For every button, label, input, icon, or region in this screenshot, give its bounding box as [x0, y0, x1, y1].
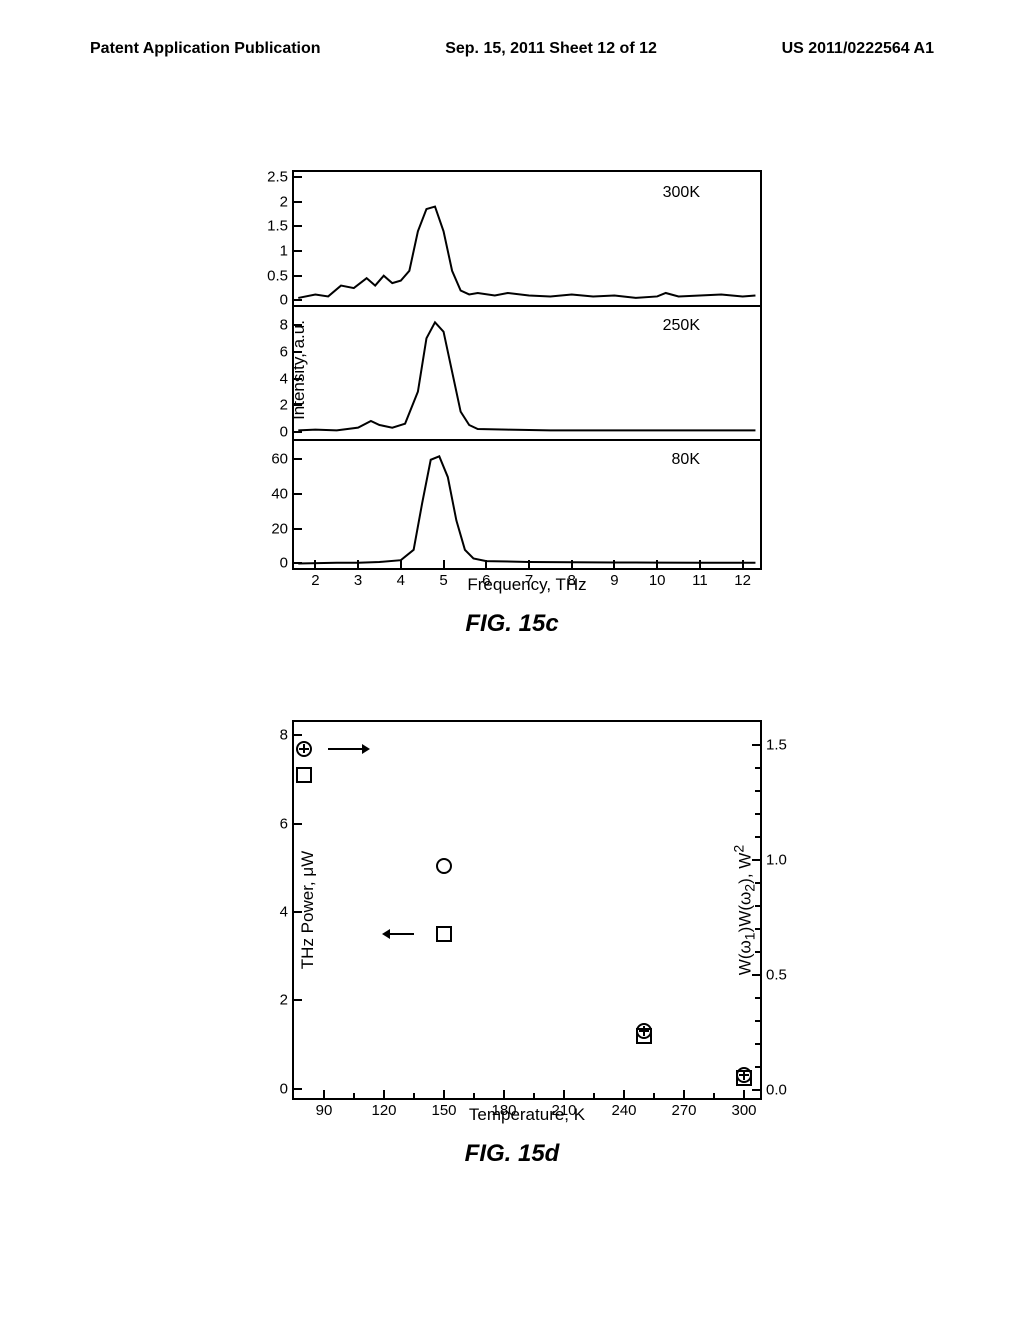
ytick-label: 0 [280, 424, 288, 441]
xtick-label: 3 [354, 572, 362, 589]
ytick-label: 2 [280, 193, 288, 210]
xtick-label: 120 [371, 1102, 396, 1119]
xtick-label: 300 [731, 1102, 756, 1119]
header-center: Sep. 15, 2011 Sheet 12 of 12 [445, 40, 657, 58]
arrow-icon [384, 933, 414, 935]
xtick-label: 8 [568, 572, 576, 589]
ytick-left-label: 6 [280, 815, 288, 832]
xtick-label: 12 [734, 572, 751, 589]
circle-marker [436, 858, 452, 874]
ytick-label: 60 [271, 451, 288, 468]
square-marker [296, 767, 312, 783]
ytick-label: 8 [280, 317, 288, 334]
ytick-label: 20 [271, 520, 288, 537]
panel-annotation: 250K [663, 317, 700, 335]
xtick-label: 2 [311, 572, 319, 589]
xtick-label: 180 [491, 1102, 516, 1119]
xtick-label: 4 [397, 572, 405, 589]
page-header: Patent Application Publication Sep. 15, … [0, 40, 1024, 58]
xtick-label: 11 [692, 572, 708, 589]
ytick-label: 1.5 [267, 218, 288, 235]
ytick-right-label: 0.0 [766, 1082, 787, 1099]
figure-15d: THz Power, μW W(ω1)W(ω2), W2 90 120 150 180… [242, 720, 782, 1168]
panel-annotation: 80K [672, 451, 700, 469]
circle-marker [296, 741, 312, 757]
fig15d-ylabel-left: THz Power, μW [298, 851, 318, 969]
header-right: US 2011/0222564 A1 [782, 40, 934, 58]
figure-15c: Intensity, a.u. 2345678910111200.511.522… [242, 170, 782, 638]
fig15c-chart-area: Intensity, a.u. 2345678910111200.511.522… [292, 170, 762, 570]
xtick-label: 90 [316, 1102, 333, 1119]
xtick-label: 150 [431, 1102, 456, 1119]
xtick-label: 270 [671, 1102, 696, 1119]
ytick-left-label: 4 [280, 904, 288, 921]
xtick-label: 7 [525, 572, 533, 589]
ytick-label: 2.5 [267, 168, 288, 185]
ytick-left-label: 0 [280, 1080, 288, 1097]
square-marker [636, 1028, 652, 1044]
ytick-label: 2 [280, 397, 288, 414]
square-marker [436, 926, 452, 942]
ytick-right-label: 1.0 [766, 852, 787, 869]
ytick-label: 0 [280, 292, 288, 309]
xtick-label: 6 [482, 572, 490, 589]
ytick-label: 40 [271, 486, 288, 503]
xtick-label: 210 [551, 1102, 576, 1119]
ytick-label: 4 [280, 370, 288, 387]
xtick-label: 10 [649, 572, 666, 589]
ytick-left-label: 2 [280, 992, 288, 1009]
ytick-left-label: 8 [280, 727, 288, 744]
header-left: Patent Application Publication [90, 40, 321, 58]
xtick-label: 5 [439, 572, 447, 589]
ytick-label: 1 [280, 243, 288, 260]
fig15d-chart-area: THz Power, μW W(ω1)W(ω2), W2 90120150180… [292, 720, 762, 1100]
xtick-label: 9 [610, 572, 618, 589]
ytick-label: 0.5 [267, 267, 288, 284]
square-marker [736, 1070, 752, 1086]
fig15c-caption: FIG. 15c [242, 610, 782, 638]
fig15d-ylabel-right: W(ω1)W(ω2), W2 [731, 845, 758, 975]
ytick-label: 0 [280, 555, 288, 572]
xtick-label: 240 [611, 1102, 636, 1119]
fig15d-caption: FIG. 15d [242, 1140, 782, 1168]
ytick-right-label: 1.5 [766, 737, 787, 754]
ytick-label: 6 [280, 344, 288, 361]
ytick-right-label: 0.5 [766, 967, 787, 984]
panel-annotation: 300K [663, 184, 700, 202]
arrow-icon [328, 748, 368, 750]
